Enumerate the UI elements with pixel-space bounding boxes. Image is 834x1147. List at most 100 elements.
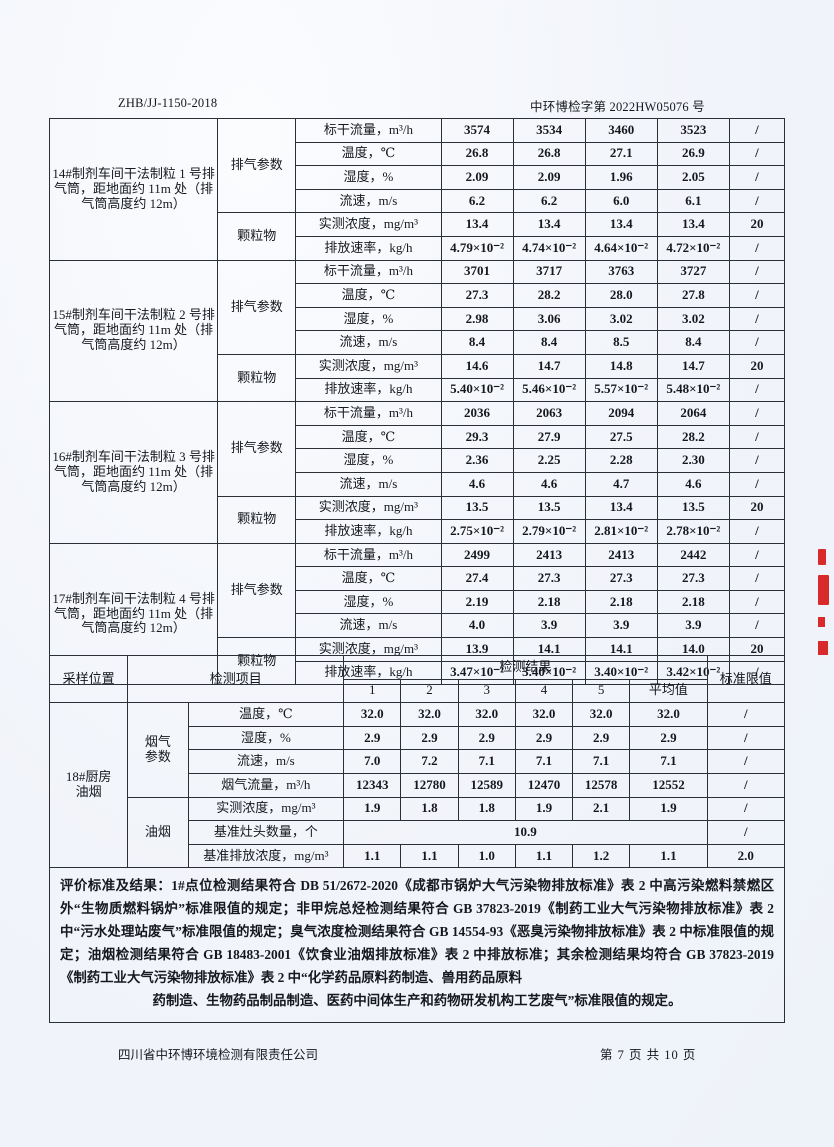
pollutant-group-cell: 颗粒物 [217,212,297,261]
result-value-cell: 8.5 [584,330,658,355]
standard-limit-cell: / [728,259,786,285]
standard-limit-cell: / [706,702,786,727]
header-test-item: 检测项目 [127,654,345,704]
result-value-cell: 32.0 [514,702,574,727]
parameter-group-cell: 排气参数 [217,117,297,214]
result-value-cell: 27.4 [440,566,514,591]
result-value-cell: 13.4 [512,212,586,237]
result-value-cell: 3534 [512,118,586,143]
result-value-cell: 8.4 [512,330,586,355]
notes-body: 评价标准及结果：1#点位检测结果符合 DB 51/2672-2020《成都市锅炉… [60,878,774,986]
standard-limit-cell: / [728,118,786,143]
header-sampling-location: 采样位置 [48,654,129,704]
result-value-cell: 27.3 [512,566,586,591]
result-value-cell: 13.4 [440,212,514,237]
test-item-cell: 烟气流量，m³/h [187,772,345,798]
result-value-cell: 2.9 [572,725,631,751]
result-value-cell: 5.46×10⁻² [512,377,586,403]
result-value-cell: 3.9 [656,613,730,639]
result-value-cell: 4.6 [512,471,586,497]
result-value-cell: 1.8 [400,796,459,822]
table-row: 流速，m/s 7.0 7.2 7.1 7.1 7.1 7.1/ [50,749,786,774]
test-item-cell: 排放速率，kg/h [295,235,442,261]
result-value-cell: 28.0 [584,283,658,308]
result-average-cell: 12552 [629,772,708,798]
result-value-cell: 4.74×10⁻² [512,235,586,261]
result-value-cell: 6.2 [512,188,586,214]
result-value-cell: 6.2 [440,188,514,214]
result-value-cell: 2442 [656,542,730,568]
result-value-cell: 2.1 [572,796,631,822]
test-item-cell: 排放速率，kg/h [295,377,442,403]
result-value-cell: 12780 [400,772,459,798]
table-row: 颗粒物 实测浓度，mg/m³ 14.6 14.7 14.8 14.7 20 [50,353,786,403]
table-row: 排放速率，kg/h 2.75×10⁻² 2.79×10⁻² 2.81×10⁻² 2.78… [50,519,786,544]
result-value-cell: 4.64×10⁻² [584,235,658,261]
result-value-cell: 26.8 [512,141,586,167]
standard-limit-cell: / [728,306,786,332]
result-value-cell: 27.3 [584,566,658,591]
result-value-cell: 3727 [656,259,730,285]
result-value-cell: 3.02 [656,306,730,332]
test-item-cell: 湿度，% [295,165,442,190]
result-average-cell: 1.1 [629,843,708,869]
pollutant-group-cell: 颗粒物 [217,353,297,403]
standard-limit-cell: / [728,377,786,403]
header-result-column: 1 [343,678,402,704]
test-item-cell: 实测浓度，mg/m³ [295,212,442,237]
result-value-cell: 1.2 [572,843,631,869]
result-average-cell: 1.9 [629,796,708,822]
table-row: 烟气流量，m³/h 12343 12780 12589 12470 12578 12552/ [50,772,786,798]
result-value-cell: 13.5 [440,495,514,521]
result-value-cell: 13.5 [512,495,586,521]
result-value-cell: 12578 [572,772,631,798]
result-value-cell: 2.78×10⁻² [656,519,730,544]
result-value-cell: 26.9 [656,141,730,167]
result-value-cell: 7.0 [343,749,402,774]
test-item-cell: 流速，m/s [295,188,442,214]
result-value-cell: 1.8 [457,796,516,822]
result-value-cell: 4.7 [584,471,658,497]
pollutant-group-cell: 油烟 [127,796,189,869]
page-header: ZHB/JJ-1150-2018 中环博检字第 2022HW05076 号 [0,96,834,114]
result-value-cell: 2.75×10⁻² [440,519,514,544]
result-value-cell: 14.6 [440,353,514,379]
standard-limit-cell: / [728,283,786,308]
standard-limit-cell: / [728,448,786,473]
table-row: 颗粒物 实测浓度，mg/m³ 13.5 13.5 13.4 13.5 20 [50,495,786,544]
result-value-cell: 2.05 [656,165,730,190]
test-item-cell: 流速，m/s [295,471,442,497]
standard-limit-cell: / [728,613,786,639]
result-value-cell: 1.1 [400,843,459,869]
result-value-cell: 29.3 [440,424,514,450]
parameter-group-cell: 烟气 参数 [127,702,189,798]
sampling-location-cell: 18#厨房 油烟 [48,702,129,869]
table-row: 湿度，% 2.36 2.25 2.28 2.30/ [50,448,786,473]
table-row: 排放速率，kg/h 5.40×10⁻² 5.46×10⁻² 5.57×10⁻² 5.48… [50,377,786,403]
standard-limit-cell: / [706,772,786,798]
table-row: 15#制剂车间干法制粒 2 号排气筒，距地面约 11m 处（排气筒高度约 12m… [48,259,786,403]
result-value-cell: 2.79×10⁻² [512,519,586,544]
table-row: 湿度，% 2.98 3.06 3.02 3.02/ [50,306,786,332]
table-row: 17#制剂车间干法制粒 4 号排气筒，距地面约 11m 处（排气筒高度约 12m… [48,542,786,686]
result-average-cell: 2.9 [629,725,708,751]
test-item-cell: 流速，m/s [187,749,345,774]
header-result-column: 4 [514,678,574,704]
test-item-cell: 标干流量，m³/h [295,118,442,143]
result-value-cell: 32.0 [400,702,459,727]
result-value-cell: 2.9 [343,725,402,751]
result-value-cell: 32.0 [343,702,402,727]
header-test-result: 检测结果 [343,655,708,680]
table-row: 湿度，% 2.19 2.18 2.18 2.18/ [50,589,786,615]
result-value-cell: 2413 [512,542,586,568]
table-row: 14#制剂车间干法制粒 1 号排气筒，距地面约 11m 处（排气筒高度约 12m… [48,117,786,261]
sampling-location-cell: 16#制剂车间干法制粒 3 号排气筒，距地面约 11m 处（排气筒高度约 12m… [48,401,219,544]
result-value-cell: 7.1 [457,749,516,774]
result-value-cell: 4.0 [440,613,514,639]
result-value-cell: 27.3 [440,283,514,308]
result-value-cell: 2.36 [440,448,514,473]
standard-limit-cell: 20 [728,212,786,237]
test-item-cell: 湿度，% [295,448,442,473]
standard-limit-cell: / [728,141,786,167]
evaluation-standards-note: 评价标准及结果：1#点位检测结果符合 DB 51/2672-2020《成都市锅炉… [49,866,785,1024]
